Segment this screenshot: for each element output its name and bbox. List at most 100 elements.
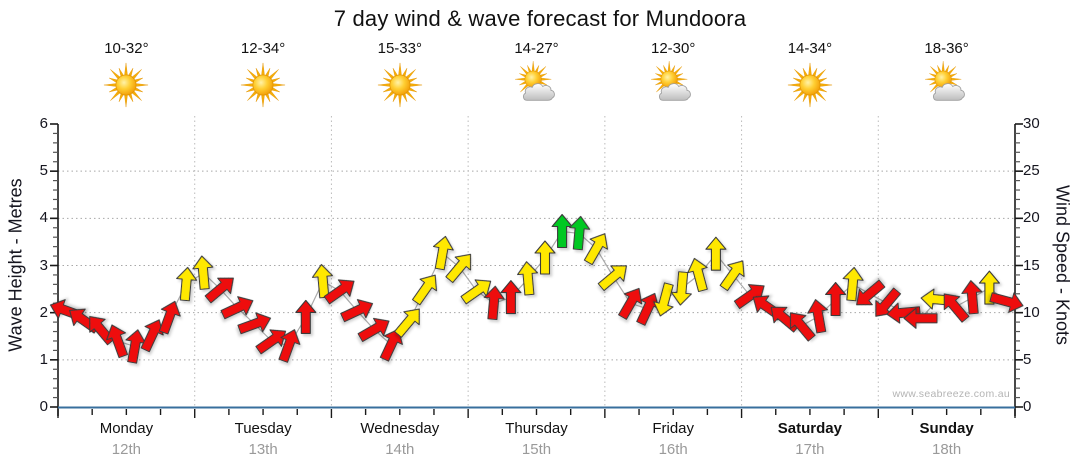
x-axis-day-label: Wednesday 14th xyxy=(332,420,468,458)
wave-height-tick-label: 5 xyxy=(39,162,48,180)
day-date: 18th xyxy=(931,441,962,458)
day-temperature-range: 12-34° xyxy=(240,40,286,57)
wind-arrow xyxy=(140,319,164,353)
day-summary: 15-33° xyxy=(340,40,460,114)
wind-arrow xyxy=(432,235,454,271)
wind-arrow xyxy=(825,281,847,317)
day-name: Thursday xyxy=(505,420,568,437)
day-date: 14th xyxy=(385,441,415,458)
wind-arrow xyxy=(483,285,505,321)
wave-height-tick-label: 0 xyxy=(39,398,48,415)
wind-arrow xyxy=(192,255,214,290)
wind-arrow xyxy=(618,287,643,320)
x-axis-day-label: Friday 16th xyxy=(605,420,741,458)
page-title: 7 day wind & wave forecast for Mundoora xyxy=(333,6,747,31)
x-axis-day-label: Saturday 17th xyxy=(742,420,878,458)
x-axis-day-label: Tuesday 13th xyxy=(195,420,331,458)
wind-arrow xyxy=(903,307,938,329)
day-name: Sunday xyxy=(919,420,974,437)
wind-arrow xyxy=(295,299,317,334)
wind-arrow xyxy=(856,279,886,306)
day-date: 15th xyxy=(521,441,552,458)
wind-arrow xyxy=(176,266,198,302)
sun-icon xyxy=(240,62,286,108)
day-date: 17th xyxy=(795,441,825,458)
wind-arrow xyxy=(886,302,921,324)
wind-arrow xyxy=(445,253,472,284)
x-axis-day-label: Monday 12th xyxy=(58,420,194,458)
sun-behind-cloud-icon xyxy=(514,61,555,101)
day-summary: 14-34° xyxy=(750,40,870,114)
wave-height-tick-label: 4 xyxy=(39,209,48,227)
wave-height-tick-label: 2 xyxy=(39,303,48,321)
day-date: 16th xyxy=(658,441,688,458)
day-temperature-range: 14-27° xyxy=(514,40,559,57)
sun-icon xyxy=(787,62,832,108)
day-summary: 12-34° xyxy=(203,40,323,114)
wind-arrow xyxy=(670,271,692,306)
wind-speed-tick-label: 20 xyxy=(1023,209,1040,227)
wind-speed-tick-label: 10 xyxy=(1023,303,1040,321)
wind-arrow xyxy=(807,299,829,334)
day-name: Monday xyxy=(99,420,154,437)
wind-speed-tick-label: 0 xyxy=(1023,398,1032,415)
wind-arrow xyxy=(705,236,727,271)
day-temperature-range: 18-36° xyxy=(924,40,969,57)
wind-arrow xyxy=(394,308,420,338)
wind-arrow xyxy=(943,293,970,323)
day-name: Saturday xyxy=(777,420,842,437)
wind-arrow xyxy=(311,264,333,299)
wind-arrow xyxy=(106,324,129,359)
wind-arrow xyxy=(687,257,708,293)
day-date: 12th xyxy=(111,441,141,458)
wind-arrow xyxy=(340,299,374,323)
wind-arrow xyxy=(220,296,254,320)
wind-arrow xyxy=(978,270,1000,305)
day-temperature-range: 15-33° xyxy=(377,40,422,57)
day-summary: 18-36° xyxy=(887,40,1007,114)
watermark: www.seabreeze.com.au xyxy=(892,388,1010,400)
day-name: Friday xyxy=(652,420,695,437)
day-summary: 14-27° xyxy=(477,40,597,114)
day-name: Tuesday xyxy=(234,420,292,437)
sun-behind-cloud-icon xyxy=(651,61,692,101)
wind-arrow xyxy=(323,279,355,305)
wind-arrow xyxy=(719,260,745,292)
sun-behind-cloud-icon xyxy=(924,61,965,101)
wind-arrow xyxy=(204,277,234,304)
wind-arrow xyxy=(961,280,983,315)
wind-speed-tick-label: 15 xyxy=(1023,256,1040,274)
wind-arrow xyxy=(517,261,539,296)
wind-speed-tick-label: 25 xyxy=(1023,162,1040,180)
wind-arrow xyxy=(989,292,1024,313)
day-temperature-range: 10-32° xyxy=(104,40,149,57)
sun-icon xyxy=(104,62,149,108)
wind-arrow xyxy=(583,233,609,266)
day-name: Wednesday xyxy=(360,420,440,437)
x-axis-day-label: Thursday 15th xyxy=(469,420,605,458)
wave-height-tick-label: 3 xyxy=(39,256,48,274)
wind-arrow xyxy=(357,317,390,343)
wave-height-tick-label: 6 xyxy=(39,115,48,132)
wind-arrow xyxy=(379,328,403,362)
day-date: 13th xyxy=(248,441,278,458)
wind-arrow xyxy=(411,274,438,306)
day-temperature-range: 12-30° xyxy=(651,40,696,57)
day-temperature-range: 14-34° xyxy=(787,40,833,57)
wind-arrow xyxy=(534,240,556,275)
wind-speed-tick-label: 5 xyxy=(1023,350,1032,368)
x-axis-day-label: Sunday 18th xyxy=(879,420,1015,458)
wind-arrow xyxy=(255,329,287,355)
wind-arrow xyxy=(569,215,591,251)
wind-arrow xyxy=(789,312,816,342)
wind-arrow xyxy=(597,265,627,292)
wind-arrow xyxy=(278,329,301,363)
wave-height-tick-label: 1 xyxy=(39,350,48,368)
wind-arrow xyxy=(653,282,674,317)
sun-icon xyxy=(377,62,422,108)
wind-arrow xyxy=(237,312,272,335)
wind-arrow xyxy=(500,280,522,315)
wind-arrow xyxy=(158,300,181,335)
